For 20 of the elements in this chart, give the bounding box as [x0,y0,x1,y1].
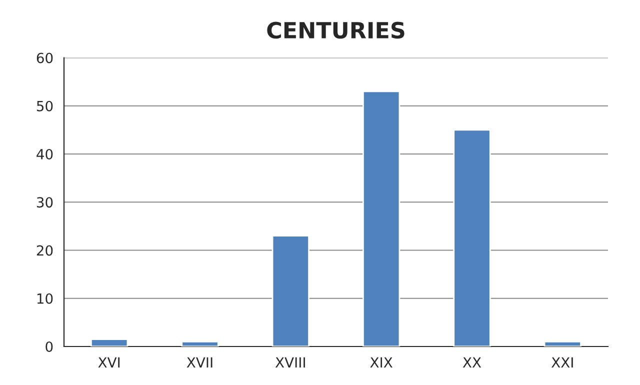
x-tick-label: XVII [186,357,212,368]
chart-title: CENTURIES [267,22,404,39]
bar [90,338,128,346]
x-tick-label: XX [462,357,482,368]
x-tick-label: XXI [552,357,573,368]
bar [181,340,219,346]
y-tick-label: 20 [36,245,53,256]
bar [453,129,491,346]
x-tick-label: XVIII [275,357,305,368]
y-tick-label: 10 [37,293,53,304]
y-tick-label: 30 [36,197,53,208]
bar [544,340,582,346]
bar [272,235,310,346]
bar [362,90,400,346]
y-tick-label: 40 [36,148,53,160]
y-tick-label: 50 [36,100,53,112]
y-tick-label: 60 [36,52,53,64]
y-tick-label: 0 [46,341,53,352]
x-tick-label: XIX [370,357,392,368]
x-tick-label: XVI [98,357,120,368]
